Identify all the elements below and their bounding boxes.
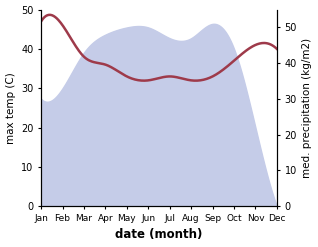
Y-axis label: max temp (C): max temp (C)	[5, 72, 16, 144]
Y-axis label: med. precipitation (kg/m2): med. precipitation (kg/m2)	[302, 38, 313, 178]
X-axis label: date (month): date (month)	[115, 228, 203, 242]
